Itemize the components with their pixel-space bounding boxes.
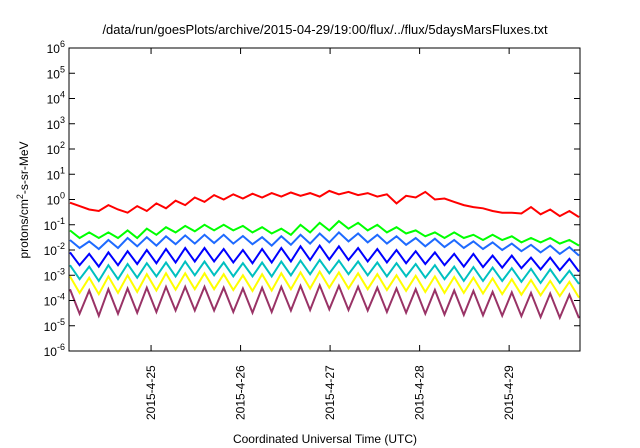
x-axis: 2015-4-25 2015-4-26 2015-4-27 2015-4-28 2015…	[144, 48, 516, 420]
y-tick-label: 101	[47, 165, 65, 182]
x-tick-label: 2015-4-28	[413, 365, 427, 420]
y-tick-label: 10-2	[44, 241, 65, 258]
y-tick-label: 104	[47, 90, 65, 107]
y-tick-label: 102	[47, 140, 65, 157]
series-line-2	[69, 219, 580, 247]
y-axis-label: protons/cm2-s-sr-MeV	[15, 141, 31, 258]
y-tick-label: 10-6	[44, 342, 65, 359]
series-line-3	[69, 230, 580, 257]
y-tick-label: 10-3	[44, 266, 65, 283]
y-tick-label: 105	[47, 64, 65, 81]
x-tick-label: 2015-4-29	[502, 365, 516, 420]
plot-frame	[68, 47, 581, 352]
y-axis: 10-6 10-5 10-4 10-3 10-2 10-1 100 101 102 103 104 1…	[44, 39, 580, 359]
chart-title: /data/run/goesPlots/archive/2015-04-29/1…	[102, 22, 548, 37]
x-axis-label: Coordinated Universal Time (UTC)	[233, 432, 417, 446]
series-line-5	[69, 258, 580, 285]
x-tick-label: 2015-4-26	[234, 365, 248, 420]
y-tick-label: 10-5	[44, 317, 65, 334]
y-tick-label: 103	[47, 115, 65, 132]
series-line-4	[69, 243, 580, 273]
y-tick-label: 106	[47, 39, 65, 56]
y-tick-label: 10-4	[44, 292, 65, 309]
series-layer	[69, 189, 580, 321]
y-tick-label: 100	[47, 191, 65, 208]
x-tick-label: 2015-4-25	[144, 365, 158, 420]
y-tick-label: 10-1	[44, 216, 65, 233]
series-line-1	[69, 189, 580, 218]
series-line-6	[69, 269, 580, 299]
series-line-7	[69, 282, 580, 321]
x-tick-label: 2015-4-27	[323, 365, 337, 420]
